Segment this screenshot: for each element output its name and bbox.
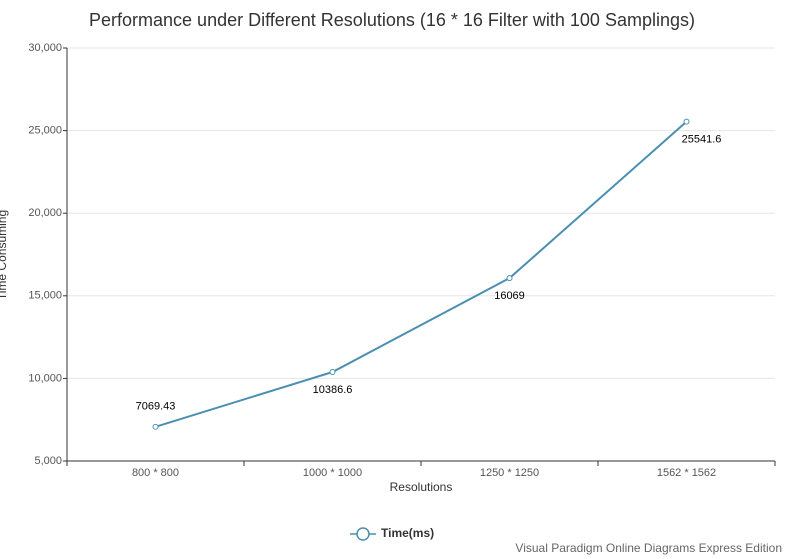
x-tick-label: 800 * 800 [132, 467, 179, 479]
x-axis-label: Resolutions [390, 480, 453, 494]
x-tick-label: 1250 * 1250 [480, 467, 539, 479]
point [329, 369, 336, 376]
y-tick-label: 10,000 [28, 372, 62, 384]
data-label: 16069 [494, 290, 525, 302]
point [683, 118, 690, 125]
x-tick-label: 1000 * 1000 [303, 467, 362, 479]
y-tick-label: 5,000 [34, 455, 62, 467]
legend-marker [356, 527, 370, 541]
x-tick-label: 1562 * 1562 [657, 467, 716, 479]
data-label: 25541.6 [682, 134, 722, 146]
y-tick-label: 25,000 [28, 125, 62, 137]
y-tick-label: 15,000 [28, 290, 62, 302]
chart-title: Performance under Different Resolutions … [89, 10, 695, 30]
data-label: 7069.43 [136, 401, 176, 413]
y-tick-label: 20,000 [28, 207, 62, 219]
y-tick-label: 30,000 [28, 42, 62, 54]
legend-label: Time(ms) [381, 526, 434, 540]
point [152, 423, 159, 430]
watermark: Visual Paradigm Online Diagrams Express … [515, 541, 782, 555]
data-label: 10386.6 [313, 384, 353, 396]
series-line [155, 120, 688, 428]
y-axis-label: Time Consuming [0, 210, 9, 300]
point [506, 275, 513, 282]
